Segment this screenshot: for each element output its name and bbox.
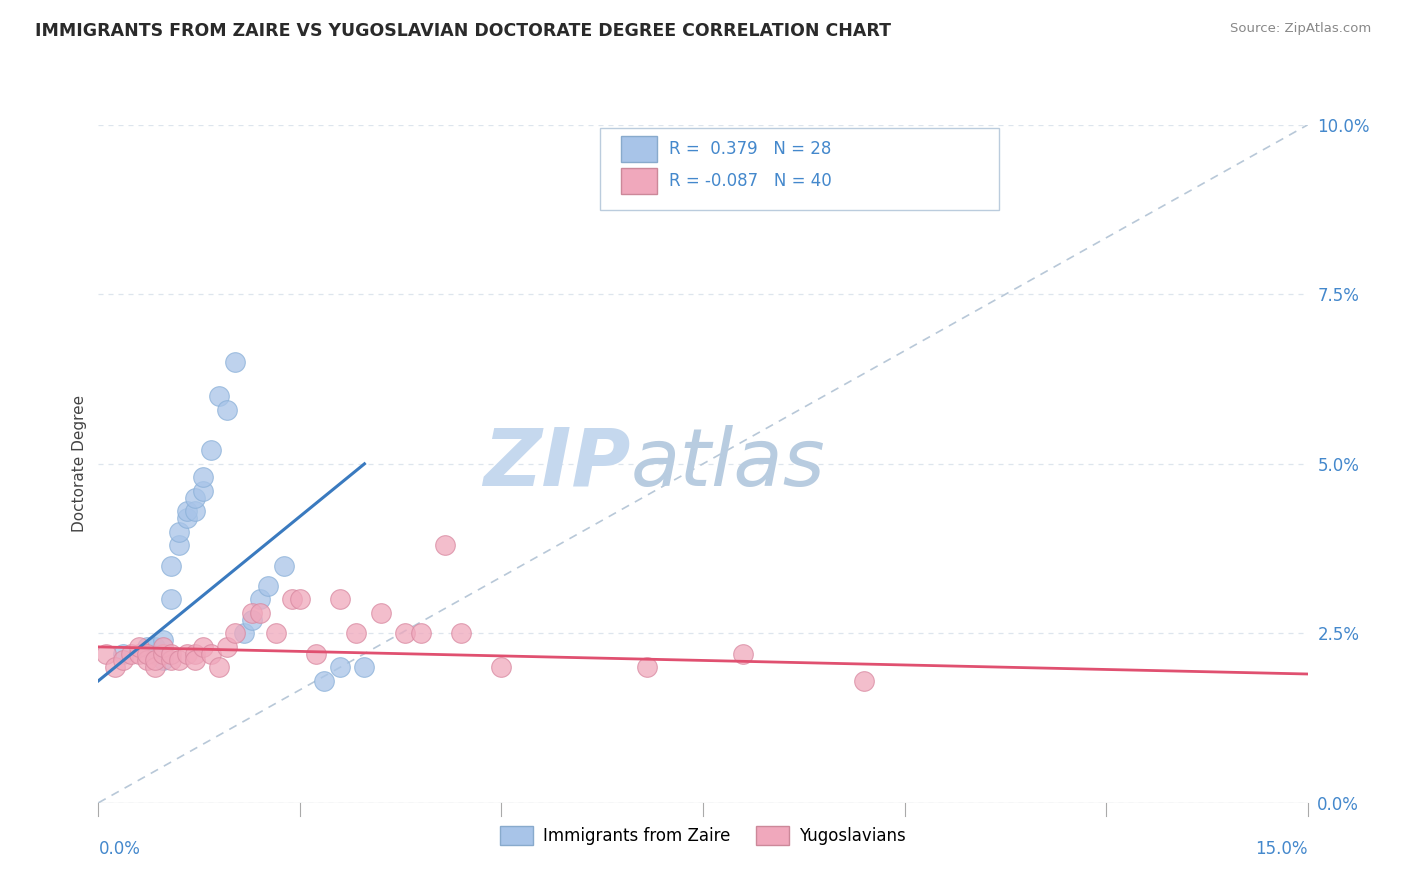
Text: R = -0.087   N = 40: R = -0.087 N = 40 [669,172,832,190]
Point [135,647,157,661]
Point [176,511,198,525]
Point [128,640,150,654]
Point [184,653,207,667]
Point [249,592,271,607]
Point [491,660,513,674]
Point [434,538,457,552]
Point [193,640,215,654]
Point [409,626,432,640]
Point [273,558,295,573]
Point [184,504,207,518]
Point [394,626,416,640]
Point [200,647,222,661]
Point [160,558,183,573]
Point [103,660,125,674]
Point [143,660,166,674]
Text: IMMIGRANTS FROM ZAIRE VS YUGOSLAVIAN DOCTORATE DEGREE CORRELATION CHART: IMMIGRANTS FROM ZAIRE VS YUGOSLAVIAN DOC… [35,22,891,40]
Text: R =  0.379   N = 28: R = 0.379 N = 28 [669,140,831,158]
Point [353,660,375,674]
Point [370,606,392,620]
Point [184,491,207,505]
Point [152,647,174,661]
Legend: Immigrants from Zaire, Yugoslavians: Immigrants from Zaire, Yugoslavians [494,820,912,852]
Point [143,647,166,661]
Point [256,579,278,593]
Point [143,640,166,654]
Point [96,647,118,661]
Point [224,626,246,640]
Point [217,402,239,417]
Point [264,626,287,640]
Point [853,673,876,688]
Y-axis label: Doctorate Degree: Doctorate Degree [72,395,87,533]
Point [167,653,190,667]
Text: atlas: atlas [630,425,825,503]
Point [200,443,222,458]
Point [232,626,254,640]
Point [193,470,215,484]
Text: 0.0%: 0.0% [98,840,141,858]
Point [288,592,311,607]
Point [152,640,174,654]
Point [152,633,174,648]
Point [305,647,328,661]
Point [111,653,134,667]
Point [240,606,263,620]
Point [184,647,207,661]
Point [160,592,183,607]
Point [143,653,166,667]
FancyBboxPatch shape [621,169,657,194]
Point [128,647,150,661]
Text: 15.0%: 15.0% [1256,840,1308,858]
Point [217,640,239,654]
Point [176,647,198,661]
Point [135,653,157,667]
Point [314,673,336,688]
Text: Source: ZipAtlas.com: Source: ZipAtlas.com [1230,22,1371,36]
Point [135,640,157,654]
FancyBboxPatch shape [600,128,1000,210]
Point [208,660,231,674]
Point [450,626,472,640]
Point [120,647,142,661]
Point [152,653,174,667]
Point [249,606,271,620]
Point [160,653,183,667]
Point [224,355,246,369]
Point [111,647,134,661]
Point [636,660,658,674]
Point [160,647,183,661]
Point [167,538,190,552]
FancyBboxPatch shape [621,136,657,162]
Point [167,524,190,539]
Point [344,626,367,640]
Point [208,389,231,403]
Point [329,660,352,674]
Point [193,483,215,498]
Point [281,592,304,607]
Point [733,647,755,661]
Point [329,592,352,607]
Point [176,504,198,518]
Point [240,613,263,627]
Text: ZIP: ZIP [484,425,630,503]
